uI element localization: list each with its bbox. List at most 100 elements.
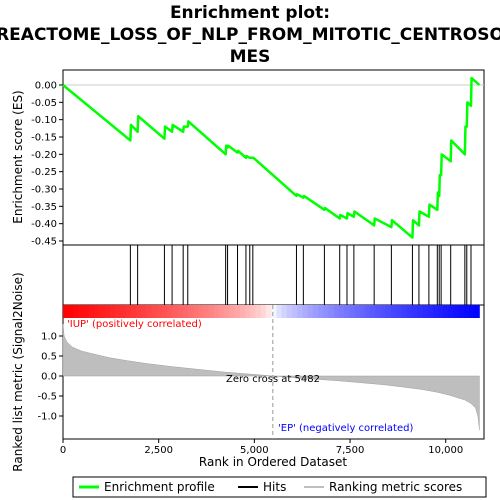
colorbar-segment-50 [323, 305, 329, 318]
colorbar-segment-31 [224, 305, 230, 318]
colorbar-segment-32 [229, 305, 236, 318]
colorbar-segment-64 [396, 305, 402, 318]
colorbar-segment-76 [458, 305, 465, 318]
colorbar-segment-35 [245, 305, 251, 318]
colorbar-segment-67 [411, 305, 418, 318]
es-tick-label-0: 0.00 [35, 81, 57, 92]
metric-tick-label-4: -1.0 [37, 412, 57, 423]
es-tick-label-8: -0.40 [31, 219, 57, 230]
colorbar-segment-21 [172, 305, 178, 318]
colorbar-segment-56 [354, 305, 361, 318]
colorbar-segment-10 [115, 305, 121, 318]
legend-label-profile: Enrichment profile [104, 480, 215, 494]
colorbar-segment-0 [63, 305, 69, 318]
colorbar-segment-46 [302, 305, 309, 318]
colorbar-segment-13 [130, 305, 137, 318]
colorbar-segment-78 [468, 305, 475, 318]
metric-tick-label-0: 1.0 [41, 332, 57, 343]
enrichment-profile-line [62, 76, 481, 239]
colorbar-segment-41 [276, 305, 283, 318]
colorbar-segment-38 [260, 305, 267, 318]
x-tick-label-2: 5,000 [240, 445, 269, 456]
colorbar-segment-49 [318, 305, 324, 318]
colorbar-segment-27 [203, 305, 210, 318]
colorbar-segment-60 [375, 305, 381, 318]
colorbar-segment-48 [312, 305, 319, 318]
colorbar-segment-70 [427, 305, 433, 318]
colorbar-segment-74 [448, 305, 454, 318]
colorbar-segment-75 [453, 305, 459, 318]
colorbar-segment-53 [338, 305, 345, 318]
colorbar-segment-1 [68, 305, 74, 318]
colorbar-segment-4 [83, 305, 90, 318]
title-line-1: Enrichment plot: [170, 3, 330, 23]
colorbar-segment-20 [167, 305, 173, 318]
title-line-2: REACTOME_LOSS_OF_NLP_FROM_MITOTIC_CENTRO… [0, 25, 500, 45]
colorbar-segment-30 [219, 305, 225, 318]
colorbar-segment-44 [292, 305, 298, 318]
colorbar-segment-42 [281, 305, 288, 318]
metric-y-axis: 1.0 0.5 0.0 -0.5 -1.0 [37, 332, 63, 423]
es-axis-label: Enrichment score (ES) [11, 90, 25, 223]
x-tick-label-1: 2,500 [144, 445, 173, 456]
x-axis-label: Rank in Ordered Dataset [199, 455, 347, 469]
colorbar-segment-54 [344, 305, 350, 318]
enrichment-profile-series [62, 76, 481, 239]
colorbar-segment-52 [333, 305, 340, 318]
colorbar-segment-18 [156, 305, 163, 318]
colorbar-segment-71 [432, 305, 439, 318]
es-tick-label-4: -0.20 [31, 150, 57, 161]
colorbar-segment-66 [406, 305, 413, 318]
colorbar-segment-72 [437, 305, 444, 318]
colorbar-segment-8 [104, 305, 111, 318]
colorbar-segment-19 [161, 305, 168, 318]
colorbar-segment-58 [364, 305, 371, 318]
colorbar-segment-26 [198, 305, 204, 318]
annotation-negative: 'EP' (negatively correlated) [278, 423, 413, 434]
colorbar-segment-28 [208, 305, 215, 318]
hits-panel-frame [62, 244, 485, 306]
colorbar-segment-37 [255, 305, 262, 318]
title-line-3: MES [230, 47, 271, 67]
colorbar-segment-40 [271, 305, 277, 318]
hits-series [129, 245, 472, 305]
es-tick-label-2: -0.10 [31, 115, 57, 126]
ranking-metric-series [62, 305, 480, 439]
colorbar-segment-43 [286, 305, 293, 318]
colorbar-segment-57 [359, 305, 366, 318]
legend-label-hits: Hits [263, 480, 286, 494]
colorbar-segment-9 [109, 305, 116, 318]
colorbar-segment-24 [187, 305, 194, 318]
x-tick-label-3: 7,500 [336, 445, 365, 456]
es-tick-label-3: -0.15 [31, 133, 57, 144]
colorbar-segment-6 [94, 305, 100, 318]
colorbar-segment-61 [380, 305, 387, 318]
colorbar-segment-45 [297, 305, 303, 318]
colorbar-segment-7 [99, 305, 106, 318]
colorbar-segment-59 [370, 305, 376, 318]
legend: Enrichment profile Hits Ranking metric s… [72, 476, 487, 498]
es-tick-label-7: -0.35 [31, 202, 57, 213]
colorbar-segment-62 [385, 305, 392, 318]
colorbar-segment-79 [474, 305, 480, 318]
legend-box [72, 476, 487, 498]
es-y-axis: 0.00 -0.05 -0.10 -0.15 -0.20 -0.25 -0.30 -0.35 -… [31, 81, 484, 248]
metric-axis-label: Ranked list metric (Signal2Noise) [11, 272, 25, 471]
colorbar-segment-11 [120, 305, 126, 318]
colorbar-segment-29 [213, 305, 220, 318]
colorbar-segment-33 [234, 305, 241, 318]
colorbar-segment-12 [125, 305, 132, 318]
es-tick-label-5: -0.25 [31, 167, 57, 178]
es-tick-label-1: -0.05 [31, 98, 57, 109]
colorbar-segment-47 [307, 305, 314, 318]
colorbar-segment-23 [182, 305, 189, 318]
colorbar-segment-65 [401, 305, 407, 318]
es-tick-label-9: -0.45 [31, 237, 57, 248]
colorbar-segment-73 [442, 305, 449, 318]
colorbar-segment-34 [239, 305, 246, 318]
metric-tick-label-1: 0.5 [41, 352, 57, 363]
es-tick-label-6: -0.30 [31, 185, 57, 196]
colorbar-segment-22 [177, 305, 184, 318]
